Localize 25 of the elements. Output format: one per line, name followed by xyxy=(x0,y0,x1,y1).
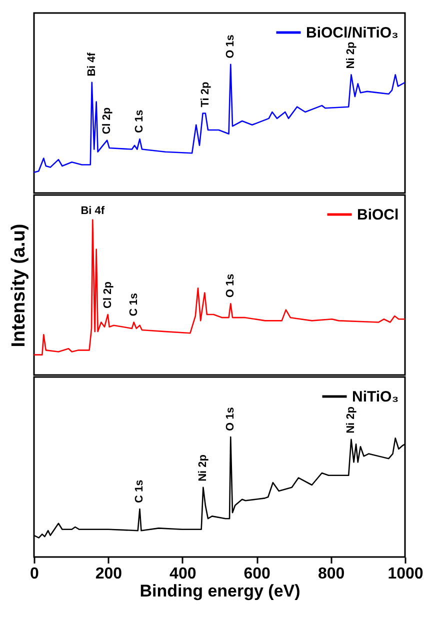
annotation: O 1s xyxy=(224,407,237,431)
y-axis-title: Intensity (a.u) xyxy=(8,224,30,348)
legend-label: BiOCl/NiTiO₃ xyxy=(306,24,399,42)
annotation: O 1s xyxy=(224,34,237,58)
annotation: Ti 2p xyxy=(199,82,212,108)
annotation: Cl 2p xyxy=(102,281,114,308)
annotation: Bi 4f xyxy=(80,204,105,217)
legend-label: BiOCl xyxy=(357,206,399,224)
annotation: Ni 2p xyxy=(197,454,210,482)
annotation: C 1s xyxy=(134,110,146,133)
x-axis-title: Binding energy (eV) xyxy=(140,582,300,600)
x-tick-label: 400 xyxy=(170,566,196,582)
annotation: Cl 2p xyxy=(101,107,114,134)
annotation: Ni 2p xyxy=(345,42,358,69)
x-tick-label: 200 xyxy=(95,566,122,582)
annotation: C 1s xyxy=(128,292,140,316)
x-tick-label: 800 xyxy=(318,566,345,582)
x-tick-label: 600 xyxy=(244,566,271,582)
annotation: Bi 4f xyxy=(86,52,98,76)
annotation: C 1s xyxy=(134,480,146,503)
x-tick-label: 1000 xyxy=(388,566,424,582)
legend-label: NiTiO₃ xyxy=(352,388,399,406)
x-tick-label: 0 xyxy=(30,566,40,582)
annotation: O 1s xyxy=(224,274,237,298)
annotation: Ni 2p xyxy=(345,406,358,434)
